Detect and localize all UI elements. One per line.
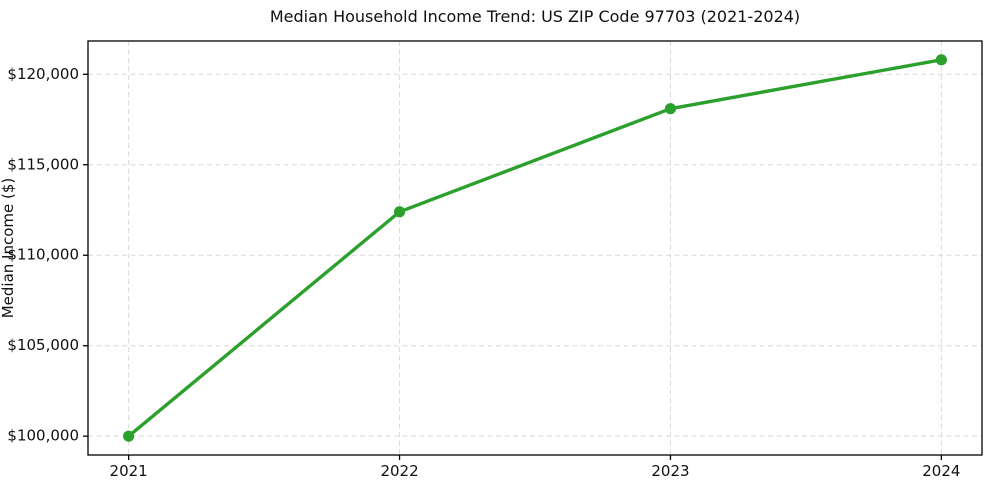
x-tick-label: 2023 <box>651 462 689 480</box>
y-tick-label: $105,000 <box>7 336 79 354</box>
y-tick-label: $100,000 <box>7 427 79 445</box>
trend-line <box>126 58 944 438</box>
data-point-marker <box>935 54 947 66</box>
x-tick-label: 2021 <box>110 462 148 480</box>
y-tick-label: $120,000 <box>7 65 79 83</box>
plot-border <box>87 40 983 456</box>
x-tick-label: 2024 <box>922 462 960 480</box>
x-tick-label: 2022 <box>380 462 418 480</box>
data-point-marker <box>123 430 135 442</box>
data-point-marker <box>664 103 677 115</box>
y-tick-label: $115,000 <box>7 155 79 173</box>
data-point-marker <box>393 206 406 218</box>
y-tick-label: $110,000 <box>7 246 79 264</box>
chart-title: Median Household Income Trend: US ZIP Co… <box>269 7 801 26</box>
